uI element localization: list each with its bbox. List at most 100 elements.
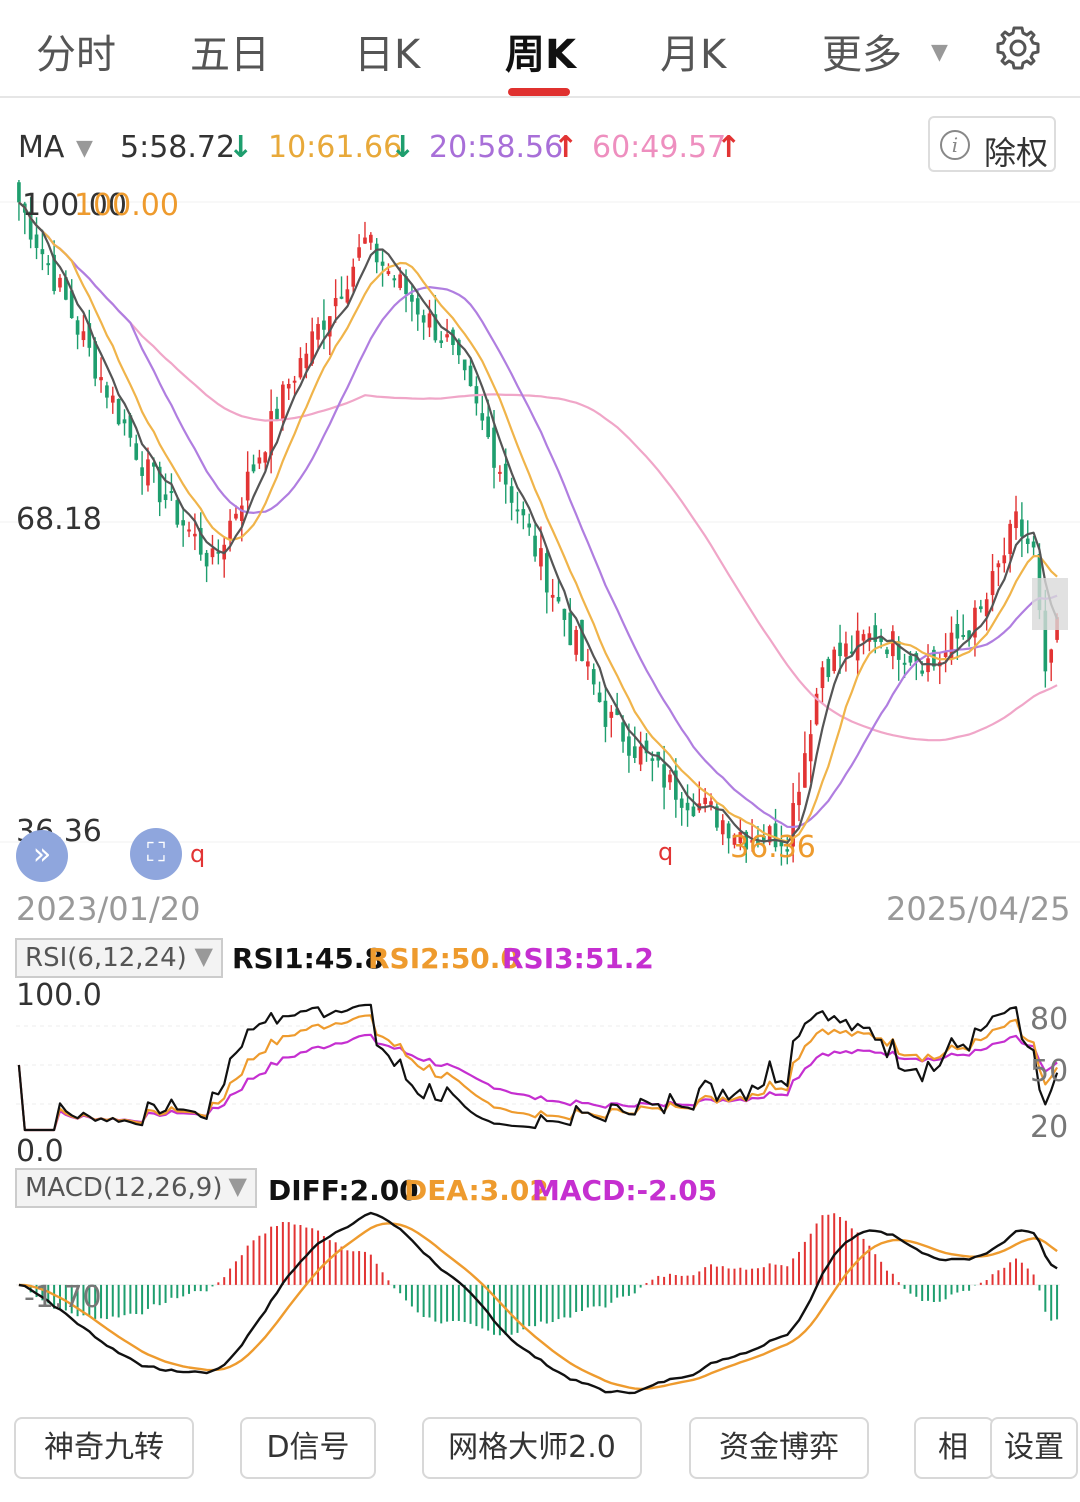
candle-body [926,658,930,673]
candle-body [345,289,350,303]
active-tab-indicator [508,88,570,96]
candle-body [245,471,250,501]
expand-double-arrow-icon[interactable]: » [16,830,68,882]
candle-body [75,320,80,335]
candle-body [896,641,901,660]
candle-body [152,462,156,467]
tab-daily-k[interactable]: 日K [354,32,421,78]
macd-chart[interactable] [0,1205,1080,1400]
candle-body [386,271,391,275]
candle-body [316,323,320,340]
candle-body [462,359,467,371]
candle-body [122,419,127,424]
kline-chart[interactable] [0,180,1080,880]
candle-body [363,237,367,244]
candle-body [468,365,473,387]
gear-icon[interactable] [994,24,1042,72]
candle-body [351,266,356,287]
candle-body [867,633,872,642]
ma5-value: 5:58.72 [120,130,236,165]
grid-master-button[interactable]: 网格大师2.0 [422,1417,642,1479]
chevron-down-icon[interactable]: ▼ [931,40,948,65]
settings-button[interactable]: 设置 [990,1417,1078,1479]
candle-body [920,670,924,674]
candle-body [333,298,338,307]
candle-body [580,619,584,661]
rsi3-value: RSI3:51.2 [502,942,654,975]
rsi-selector[interactable]: RSI(6,12,24) ▼ [15,938,223,978]
candle-body [64,277,68,300]
candle-body [1014,511,1018,529]
candle-body [116,399,121,425]
candle-body [644,740,649,754]
ma-dropdown-icon[interactable]: ▼ [76,136,93,161]
candle-body [961,634,966,637]
rsi1-value: RSI1:45.8 [232,942,384,975]
candle-body [779,841,784,847]
candle-body [861,634,866,641]
candle-body [498,471,502,474]
candle-body [187,529,191,532]
magic-nine-turn-button[interactable]: 神奇九转 [14,1417,194,1479]
candle-body [650,758,655,761]
candle-body [955,624,960,639]
ma60-value: 60:49.57 [592,130,727,165]
candle-body [404,276,408,295]
rsi2-value: RSI2:50.0 [368,942,520,975]
candle-body [128,415,133,438]
ma20-value: 20:58.56 [429,130,564,165]
dea-line [18,1222,1058,1391]
candle-body [902,662,907,665]
ma-selector[interactable]: MA [18,130,65,165]
candle-body [392,278,397,281]
fullscreen-icon[interactable]: ⛶ [130,828,182,880]
candle-body [239,505,244,522]
candle-body [1025,538,1030,544]
diff-line [18,1211,1058,1395]
start-date-label: 2023/01/20 [16,890,201,928]
candle-body [632,746,637,758]
candle-body [193,533,197,537]
candle-body [767,826,772,843]
macd-histogram-value: MACD:-2.05 [532,1174,718,1207]
candle-body [1008,523,1012,554]
rsi-axis-top: 100.0 [16,978,102,1013]
partial-button[interactable]: 相 [914,1417,994,1479]
ma10-line [18,201,1058,843]
candle-body [492,427,496,468]
ex-rights-button[interactable]: i 除权 [928,116,1056,172]
candle-body [110,395,115,403]
candle-body [879,636,883,642]
candle-body [251,464,256,472]
candle-body [996,563,1001,568]
candle-body [568,612,573,646]
rsi-tick-80: 80 [1030,1002,1069,1037]
candle-body [1043,610,1048,672]
candle-body [691,806,696,817]
ma20-up-arrow-icon: ↑ [553,130,579,165]
candle-body [885,649,889,655]
tab-five-day[interactable]: 五日 [190,32,270,78]
candle-body [46,263,51,266]
rsi-chart[interactable] [0,980,1080,1140]
candle-body [615,708,619,715]
indicator-tool-bar: 神奇九转 D信号 网格大师2.0 资金博弈 相 设置 [0,1405,1080,1502]
candle-body [157,466,162,503]
candle-body [826,658,831,678]
candle-body [275,408,279,420]
info-icon: i [940,130,970,160]
candle-body [140,467,144,476]
low-price-marker: 36.36 [730,830,816,865]
dropdown-icon: ▼ [194,942,213,970]
tab-weekly-k[interactable]: 周K [505,32,576,78]
tab-more[interactable]: 更多 [822,32,902,78]
capital-game-button[interactable]: 资金博弈 [689,1417,869,1479]
period-tab-bar: 分时 五日 日K 周K 月K 更多 ▼ [0,0,1080,98]
candle-body [457,339,461,356]
candle-body [709,801,713,805]
tab-intraday[interactable]: 分时 [36,32,116,78]
tab-monthly-k[interactable]: 月K [660,32,727,78]
d-signal-button[interactable]: D信号 [240,1417,376,1479]
end-date-label: 2025/04/25 [886,890,1071,928]
macd-selector[interactable]: MACD(12,26,9) ▼ [15,1168,257,1208]
